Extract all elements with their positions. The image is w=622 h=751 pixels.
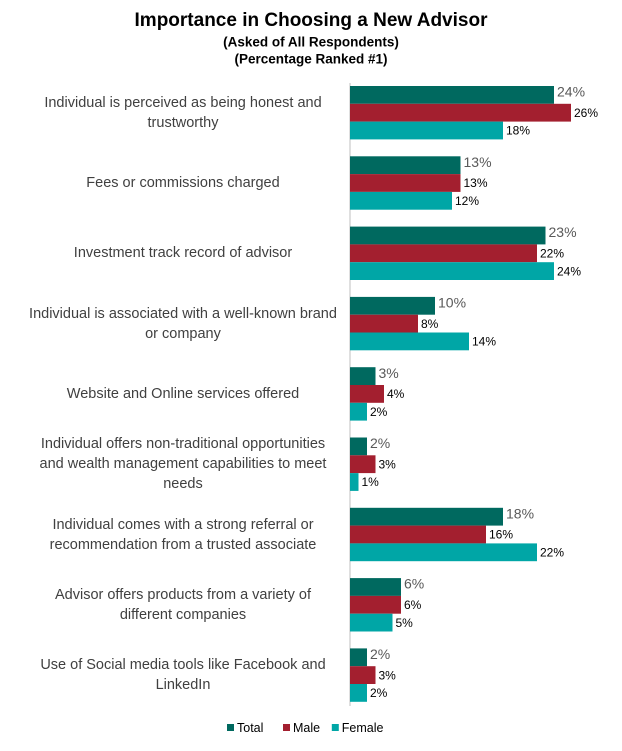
legend-label: Male	[293, 721, 320, 735]
category-label: Individual offers non-traditional opport…	[39, 436, 327, 493]
bar	[350, 296, 435, 315]
category-label: Investment track record of advisor	[73, 245, 293, 262]
value-label: 22%	[540, 545, 564, 559]
bar	[350, 507, 503, 526]
bar	[350, 455, 376, 474]
legend-swatch	[283, 724, 290, 731]
bar	[350, 314, 418, 333]
category-label: Individual is associated with a well-kno…	[29, 305, 337, 342]
bar	[350, 367, 376, 385]
category-label: Individual is perceived as being honest …	[44, 94, 322, 131]
bar	[350, 385, 384, 403]
bar	[350, 191, 452, 210]
value-label: 16%	[489, 528, 513, 542]
bar	[350, 666, 376, 684]
bar	[350, 86, 554, 104]
bar	[350, 684, 367, 702]
category-label: Fees or commissions charged	[86, 175, 280, 191]
bar	[350, 648, 367, 667]
value-label: 3%	[379, 457, 397, 471]
bar	[350, 103, 571, 122]
value-label: 24%	[557, 84, 585, 100]
bar	[350, 525, 486, 544]
bar	[350, 595, 401, 614]
category-label: Advisor offers products from a variety o…	[54, 586, 311, 623]
value-label: 2%	[370, 405, 388, 419]
bar	[350, 156, 461, 175]
value-label: 6%	[404, 598, 422, 612]
value-label: 1%	[362, 475, 380, 489]
value-label: 18%	[506, 124, 530, 138]
value-label: 13%	[464, 154, 492, 170]
value-label: 12%	[455, 194, 479, 208]
value-label: 13%	[464, 176, 488, 190]
legend-label: Female	[342, 721, 384, 735]
bar	[350, 437, 367, 456]
category-label: Website and Online services offered	[66, 385, 300, 402]
chart-title: Importance in Choosing a New Advisor	[135, 10, 489, 31]
chart-subtitle: (Percentage Ranked #1)	[234, 52, 387, 67]
bar	[350, 332, 469, 351]
value-label: 6%	[404, 576, 424, 592]
value-label: 22%	[540, 246, 564, 260]
category-label: Individual comes with a strong referral …	[49, 516, 317, 553]
value-label: 5%	[396, 616, 414, 630]
bar	[350, 473, 359, 491]
value-label: 3%	[379, 365, 399, 381]
bar	[350, 174, 461, 192]
value-label: 10%	[438, 295, 466, 311]
bar	[350, 226, 546, 245]
legend-swatch	[331, 724, 339, 731]
bar	[350, 578, 401, 596]
value-label: 18%	[506, 505, 534, 521]
bar	[350, 262, 554, 280]
bar	[350, 244, 537, 263]
value-label: 8%	[421, 317, 439, 331]
bar	[350, 543, 537, 562]
bar	[350, 402, 367, 421]
legend-label: Total	[237, 721, 263, 735]
value-label: 23%	[549, 224, 577, 240]
value-label: 24%	[557, 264, 581, 278]
value-label: 2%	[370, 435, 390, 451]
value-label: 2%	[370, 646, 390, 662]
value-label: 2%	[370, 686, 388, 700]
value-label: 14%	[472, 335, 496, 349]
legend-swatch	[227, 724, 234, 731]
value-label: 3%	[379, 668, 397, 682]
bar	[350, 121, 503, 140]
value-label: 26%	[574, 106, 598, 120]
category-label: Use of Social media tools like Facebook …	[40, 657, 326, 694]
value-label: 4%	[387, 387, 405, 401]
bar	[350, 613, 393, 632]
chart-subtitle: (Asked of All Respondents)	[223, 35, 399, 50]
